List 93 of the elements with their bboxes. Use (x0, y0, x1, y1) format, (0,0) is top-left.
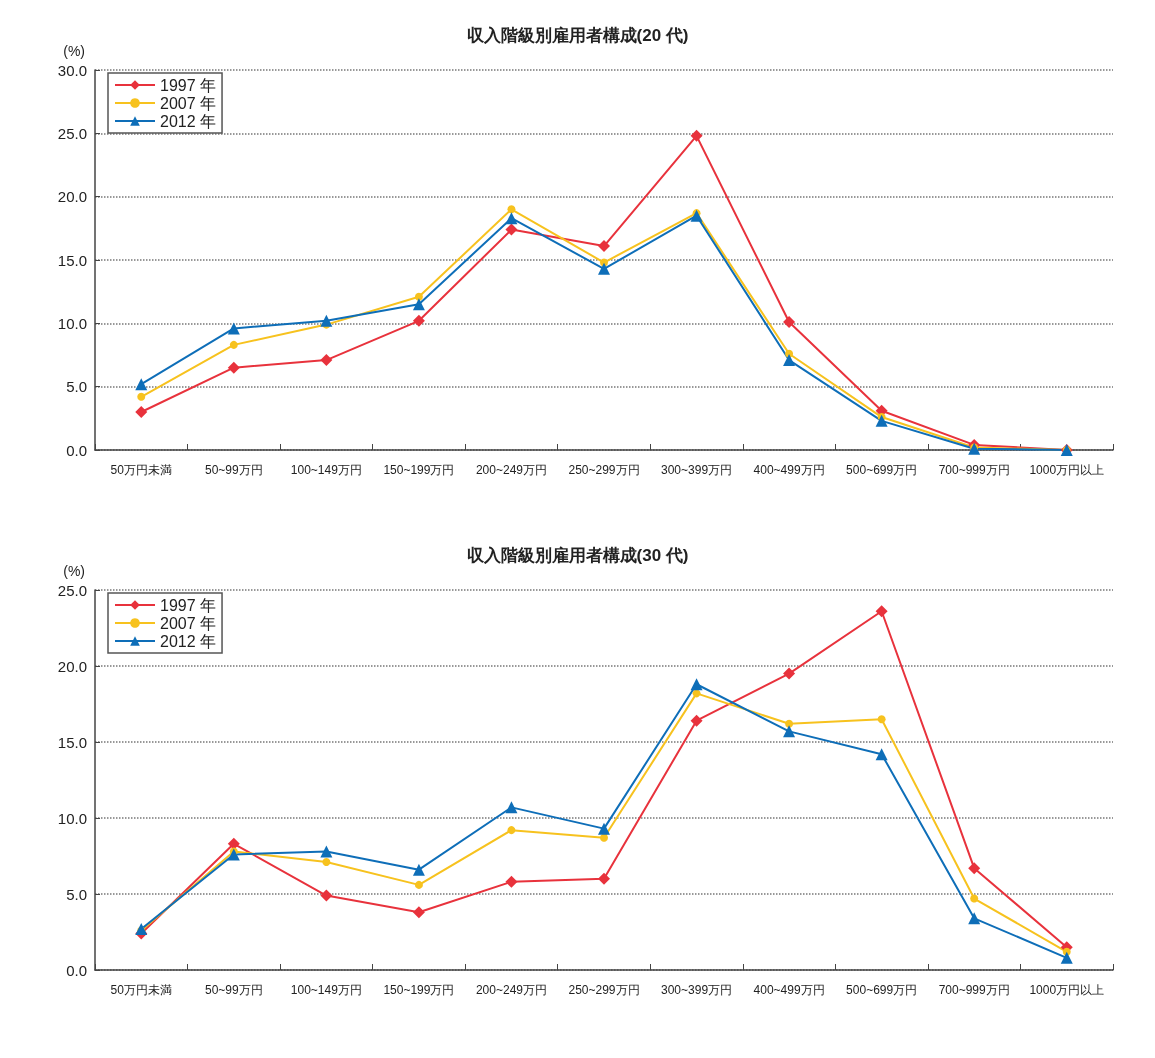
x-tick-label: 50万円未満 (110, 983, 172, 997)
point (877, 715, 886, 724)
point (1060, 951, 1073, 964)
point (412, 906, 425, 919)
x-tick-label: 300~399万円 (661, 463, 733, 477)
y-axis-title: (%) (63, 43, 85, 59)
y-tick-label: 20.0 (57, 657, 87, 675)
point (505, 212, 518, 225)
point (414, 292, 423, 301)
point (783, 354, 796, 367)
point (412, 298, 425, 311)
point (227, 848, 240, 861)
point (135, 922, 148, 935)
x-tick-label: 700~999万円 (938, 983, 1010, 997)
point (320, 354, 333, 367)
point (320, 314, 333, 327)
y-tick-label: 15.0 (57, 251, 87, 269)
y-tick-label: 25.0 (57, 124, 87, 142)
point (598, 822, 610, 835)
point (875, 414, 888, 427)
x-tick-label: 50万円未満 (110, 463, 172, 477)
point (598, 240, 610, 253)
x-tick-label: 400~499万円 (753, 983, 825, 997)
y-tick-label: 10.0 (57, 809, 87, 827)
chart-title: 収入階級別雇用者構成(30 代) (466, 546, 689, 565)
point (507, 826, 516, 835)
legend-label: 1997 年 (160, 76, 217, 94)
y-tick-label: 0.0 (66, 441, 87, 459)
x-tick-label: 1000万円以上 (1029, 463, 1105, 477)
x-tick-label: 200~249万円 (475, 983, 547, 997)
point (322, 858, 331, 867)
point (783, 725, 796, 738)
point (505, 801, 518, 814)
x-tick-label: 250~299万円 (568, 983, 640, 997)
x-tick-label: 100~149万円 (290, 463, 362, 477)
point (414, 880, 423, 889)
point (970, 894, 979, 903)
y-tick-label: 20.0 (57, 188, 87, 206)
point (505, 875, 518, 888)
point (320, 889, 333, 902)
point (137, 392, 146, 401)
x-tick-label: 100~149万円 (290, 983, 362, 997)
point (968, 862, 981, 875)
y-tick-label: 0.0 (66, 961, 87, 979)
x-tick-label: 1000万円以上 (1029, 983, 1105, 997)
legend-label: 1997 年 (160, 596, 217, 614)
y-axis-title: (%) (63, 563, 85, 579)
point (783, 667, 796, 680)
y-tick-label: 15.0 (57, 733, 87, 751)
point (229, 340, 238, 349)
point (227, 322, 240, 335)
point (505, 223, 518, 236)
y-tick-label: 10.0 (57, 314, 87, 332)
x-tick-label: 150~199万円 (383, 463, 455, 477)
y-tick-label: 5.0 (66, 378, 87, 396)
point (968, 912, 981, 925)
point (783, 316, 796, 329)
point (412, 314, 425, 327)
x-tick-label: 500~699万円 (846, 983, 918, 997)
point (598, 262, 610, 275)
x-tick-label: 300~399万円 (661, 983, 733, 997)
point (690, 209, 703, 222)
point (692, 689, 701, 698)
y-tick-label: 30.0 (57, 61, 87, 79)
y-tick-label: 5.0 (66, 885, 87, 903)
chart-title: 収入階級別雇用者構成(20 代) (466, 26, 689, 45)
point (690, 714, 703, 727)
point (875, 605, 888, 618)
point (875, 748, 888, 761)
x-tick-label: 700~999万円 (938, 463, 1010, 477)
legend-label: 2012 年 (160, 112, 217, 130)
point (507, 205, 516, 214)
legend-label: 2007 年 (160, 94, 217, 112)
x-tick-label: 200~249万円 (475, 463, 547, 477)
x-tick-label: 50~99万円 (204, 463, 263, 477)
point (598, 872, 610, 885)
point (690, 129, 703, 142)
x-tick-label: 400~499万円 (753, 463, 825, 477)
x-tick-label: 500~699万円 (846, 463, 918, 477)
point (412, 863, 425, 876)
point (135, 378, 148, 391)
point (135, 406, 148, 418)
point (320, 845, 333, 858)
point (600, 833, 608, 842)
point (785, 719, 794, 728)
y-tick-label: 25.0 (57, 581, 87, 599)
legend-label: 2007 年 (160, 614, 217, 632)
legend-label: 2012 年 (160, 632, 217, 650)
x-tick-label: 150~199万円 (383, 983, 455, 997)
x-tick-label: 50~99万円 (204, 983, 263, 997)
x-tick-label: 250~299万円 (568, 463, 640, 477)
point (227, 361, 240, 374)
point (690, 678, 703, 691)
